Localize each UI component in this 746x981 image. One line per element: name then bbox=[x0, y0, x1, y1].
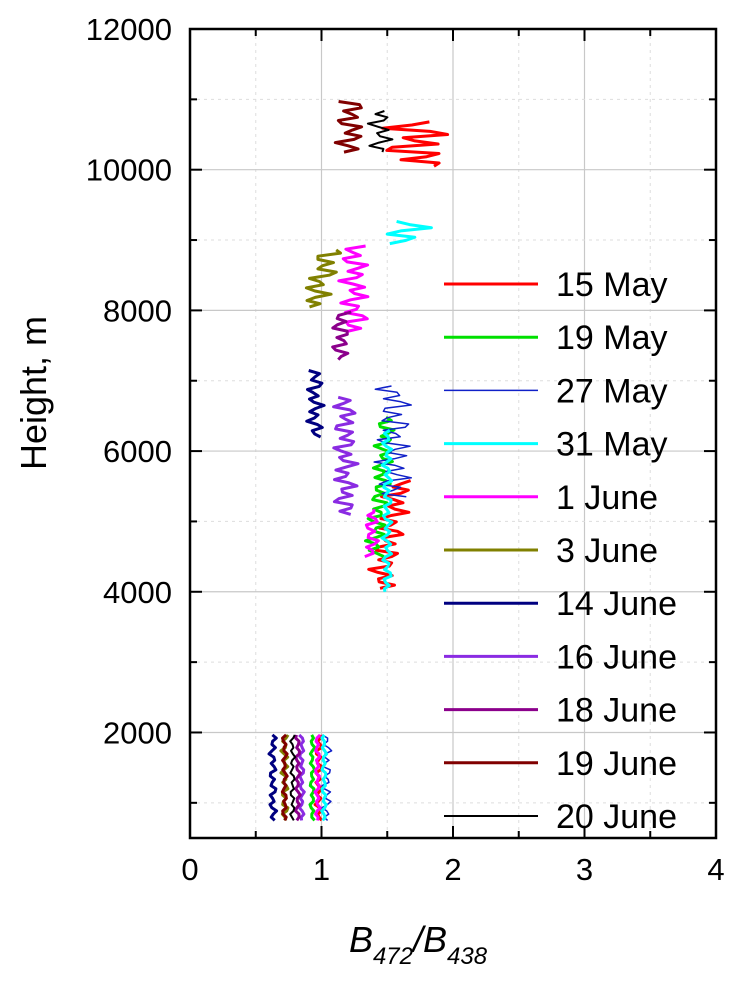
x-tick-label: 3 bbox=[576, 852, 593, 887]
series-line-segment bbox=[267, 733, 279, 822]
x-tick-label: 2 bbox=[444, 852, 461, 887]
legend-label: 18 June bbox=[556, 692, 677, 730]
legend-item: 19 June bbox=[444, 745, 677, 783]
legend-label: 19 June bbox=[556, 745, 677, 783]
series-20-june bbox=[289, 110, 394, 821]
y-tick-label: 6000 bbox=[103, 434, 172, 469]
legend-item: 15 May bbox=[444, 266, 668, 304]
x-axis-title-slash: /B bbox=[410, 919, 447, 960]
series-line-segment bbox=[381, 120, 450, 168]
legend-label: 19 May bbox=[556, 319, 668, 357]
series-line-segment bbox=[320, 733, 329, 822]
legend: 15 May 19 May 27 May 31 May 1 June 3 June 14 J… bbox=[444, 266, 677, 836]
series-line-segment bbox=[297, 733, 306, 821]
series-line-segment bbox=[385, 219, 433, 246]
x-tick-label: 4 bbox=[707, 852, 724, 887]
legend-item: 3 June bbox=[444, 532, 658, 570]
x-axis-title-sub2: 438 bbox=[447, 943, 488, 970]
series-lines bbox=[267, 100, 450, 822]
series-line-segment bbox=[280, 733, 289, 822]
y-tick-label: 12000 bbox=[86, 12, 172, 47]
series-line-segment bbox=[304, 248, 342, 309]
legend-label: 31 May bbox=[556, 426, 668, 464]
series-18-june bbox=[294, 310, 352, 822]
y-axis-title: Height, m bbox=[13, 316, 54, 470]
legend-item: 20 June bbox=[444, 798, 677, 836]
y-tick-label: 8000 bbox=[103, 293, 172, 328]
x-axis-title: B472/B438 bbox=[349, 919, 488, 970]
legend-label: 20 June bbox=[556, 798, 677, 836]
legend-item: 27 May bbox=[444, 372, 668, 410]
series-line-segment bbox=[364, 508, 380, 558]
series-31-may bbox=[320, 219, 433, 822]
legend-label: 14 June bbox=[556, 585, 677, 623]
series-line-segment bbox=[331, 310, 352, 361]
legend-item: 14 June bbox=[444, 585, 677, 623]
axis-ticks bbox=[189, 28, 717, 838]
x-axis-title-main: B bbox=[349, 919, 373, 960]
x-axis-title-sub1: 472 bbox=[373, 943, 413, 970]
legend-label: 27 May bbox=[556, 372, 668, 410]
legend-label: 3 June bbox=[556, 532, 658, 570]
y-tick-label: 4000 bbox=[103, 575, 172, 610]
series-line-segment bbox=[366, 110, 394, 153]
y-tick-label: 2000 bbox=[103, 715, 172, 750]
x-tick-label: 0 bbox=[181, 852, 198, 887]
x-tick-label: 1 bbox=[313, 852, 330, 887]
legend-label: 1 June bbox=[556, 479, 658, 517]
series-16-june bbox=[297, 395, 360, 821]
legend-item: 19 May bbox=[444, 319, 668, 357]
y-tick-label: 10000 bbox=[86, 153, 172, 188]
series-line-segment bbox=[289, 734, 297, 821]
series-line-segment bbox=[337, 244, 370, 333]
legend-item: 18 June bbox=[444, 692, 677, 730]
series-1-june bbox=[313, 244, 380, 821]
series-14-june bbox=[267, 369, 326, 822]
series-line-segment bbox=[294, 734, 302, 822]
series-19-june bbox=[280, 100, 364, 822]
series-line-segment bbox=[332, 395, 360, 516]
series-line-segment bbox=[373, 385, 413, 498]
series-line-segment bbox=[308, 734, 317, 822]
legend-item: 16 June bbox=[444, 638, 677, 676]
series-line-segment bbox=[305, 369, 326, 439]
legend-label: 15 May bbox=[556, 266, 668, 304]
series-3-june bbox=[279, 248, 342, 821]
series-line-segment bbox=[313, 733, 322, 821]
legend-item: 31 May bbox=[444, 426, 668, 464]
legend-label: 16 June bbox=[556, 638, 677, 676]
series-line-segment bbox=[333, 100, 364, 154]
legend-item: 1 June bbox=[444, 479, 658, 517]
series-line-segment bbox=[380, 429, 394, 592]
tick-labels: 0 1 2 3 4 2000 4000 6000 8000 10000 12000 bbox=[86, 12, 725, 887]
